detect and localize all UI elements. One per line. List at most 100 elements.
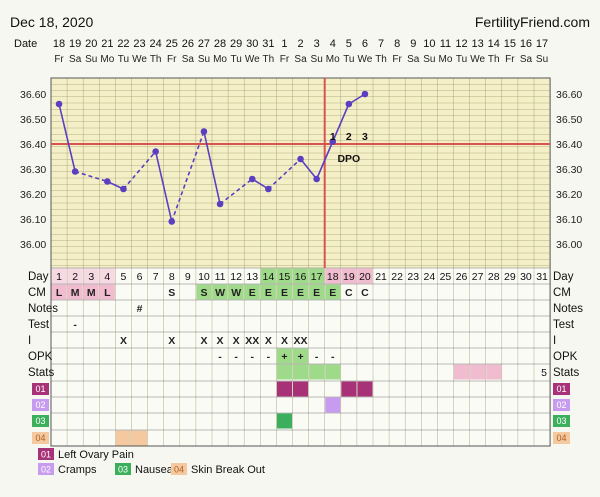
stats-cell-fertile [309,364,325,380]
date-label: 14 [488,38,500,50]
cm-cell-bg [67,284,83,300]
cm-cell-bg [228,284,244,300]
weekday-label: Su [311,54,323,65]
opk-cell-bg [293,348,309,364]
cycle-day: 13 [246,271,258,283]
y-tick-right: 36.20 [556,189,582,201]
symptom-cell [293,381,309,397]
cycle-day: 15 [279,271,291,283]
y-tick-right: 36.50 [556,114,582,126]
dpo-number: 1 [330,131,336,143]
stats-cell-pink [454,364,470,380]
temp-line-segment [299,158,318,180]
cycle-day: 21 [375,271,387,283]
row-label-right: Notes [553,303,583,315]
y-tick-right: 36.60 [556,89,582,101]
legend-label: Skin Break Out [191,464,265,476]
date-label: 24 [150,38,162,50]
cm-value: C [345,287,353,299]
y-tick-right: 36.40 [556,139,582,151]
symptom-cell [115,430,131,446]
symptom-chip-right [553,399,570,411]
temp-point [55,100,63,108]
temp-point [248,175,256,183]
legend-chip [171,463,187,475]
temp-point [168,218,176,225]
row-label-left: Day [28,271,49,283]
legend-label: Cramps [58,464,97,476]
symptom-code-right: 01 [556,384,566,394]
intercourse-mark: X [168,335,175,347]
cycle-day: 12 [230,271,242,283]
note-mark: # [137,303,143,315]
date-label: 7 [378,38,384,50]
intercourse-mark: XX [245,335,259,347]
symptom-code-left: 02 [35,400,45,410]
day-cell-bg [357,268,373,284]
date-label: 11 [440,38,451,50]
test-mark: - [73,319,77,331]
date-label: 18 [53,38,65,50]
cycle-day: 3 [88,271,94,283]
cm-value: S [168,287,175,299]
intercourse-mark: X [217,335,224,347]
weekday-label: Th [263,54,275,65]
date-label: 23 [133,38,145,50]
cm-cell-bg [325,284,341,300]
opk-mark: - [315,351,319,363]
symptom-cell [132,430,148,446]
chart-date: Dec 18, 2020 [10,14,94,30]
symptom-chip-right [553,415,570,427]
y-tick-left: 36.00 [20,239,46,251]
symptom-code-left: 03 [35,416,45,426]
opk-mark: + [297,351,303,363]
day-cell-bg [276,268,292,284]
y-tick-left: 36.10 [20,214,46,226]
temp-point [71,168,79,175]
stats-cell-pink [470,364,486,380]
opk-mark: + [281,351,287,363]
cycle-day: 20 [359,271,371,283]
weekday-label: We [358,54,373,65]
cm-value: E [313,287,320,299]
weekday-label: Su [536,54,548,65]
opk-mark: - [234,351,238,363]
weekday-label: Sa [182,54,195,65]
cycle-day: 6 [137,271,143,283]
temp-point [200,128,208,135]
date-label: 6 [362,38,368,50]
row-label-right: I [553,335,556,347]
cm-value: L [104,287,111,299]
legend-label: Nausea [135,464,174,476]
legend-code: 04 [174,465,184,475]
cm-value: C [361,287,369,299]
opk-mark: - [331,351,335,363]
temp-point [152,148,159,155]
dpo-number: 2 [346,131,352,143]
temp-line-segment [267,158,302,190]
weekday-label: Fr [392,54,402,65]
cm-cell-bg [83,284,99,300]
row-label-left: Notes [28,303,58,315]
date-label: 2 [297,38,303,50]
weekday-label: Mo [438,54,452,65]
date-label: 9 [410,38,416,50]
weekday-label: Th [375,54,387,65]
weekday-label: Sa [407,54,420,65]
y-tick-right: 36.30 [556,164,582,176]
plot-area [51,78,551,268]
temp-point [120,185,127,193]
day-cell-bg [99,268,115,284]
cycle-day: 29 [504,271,516,283]
intercourse-mark: X [281,335,288,347]
temp-line-segment [154,151,173,222]
temp-point [104,178,111,185]
cm-value: M [87,287,96,299]
day-cell-bg [309,268,325,284]
temp-point [216,200,224,208]
day-cell-bg [260,268,276,284]
cycle-day: 18 [327,271,339,283]
temp-line-segment [315,141,334,180]
legend-label: Left Ovary Pain [58,449,134,461]
